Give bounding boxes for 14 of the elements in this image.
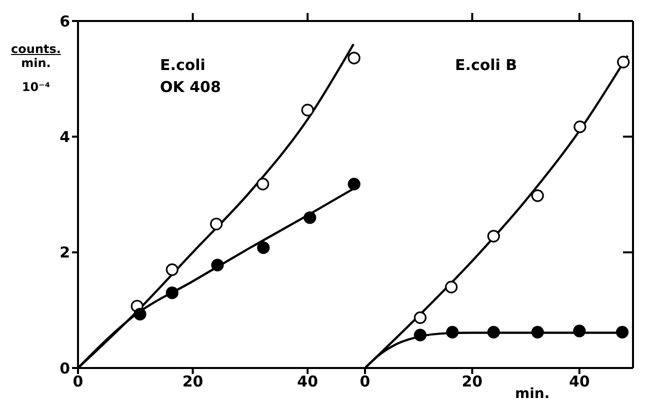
x-tick-label: 20 [182,372,204,391]
x-tick-label: 40 [568,372,590,391]
y-tick-label: 2 [60,244,70,262]
annotation: E.coli OK 408 [160,55,221,98]
y-tick-label: 0 [60,359,70,378]
y-tick-label: 6 [60,12,70,30]
x-tick-label: 20 [462,372,483,391]
y-axis-title: counts. min. 10⁻⁴ [10,42,62,94]
x-tick-label: 40 [297,372,318,391]
x-axis-title: min. [515,386,550,402]
y-tick-label: 4 [60,128,70,146]
x-tick-label: 0 [360,372,370,391]
x-tick-label: 0 [72,372,84,391]
annotation: E.coli B [455,55,518,76]
